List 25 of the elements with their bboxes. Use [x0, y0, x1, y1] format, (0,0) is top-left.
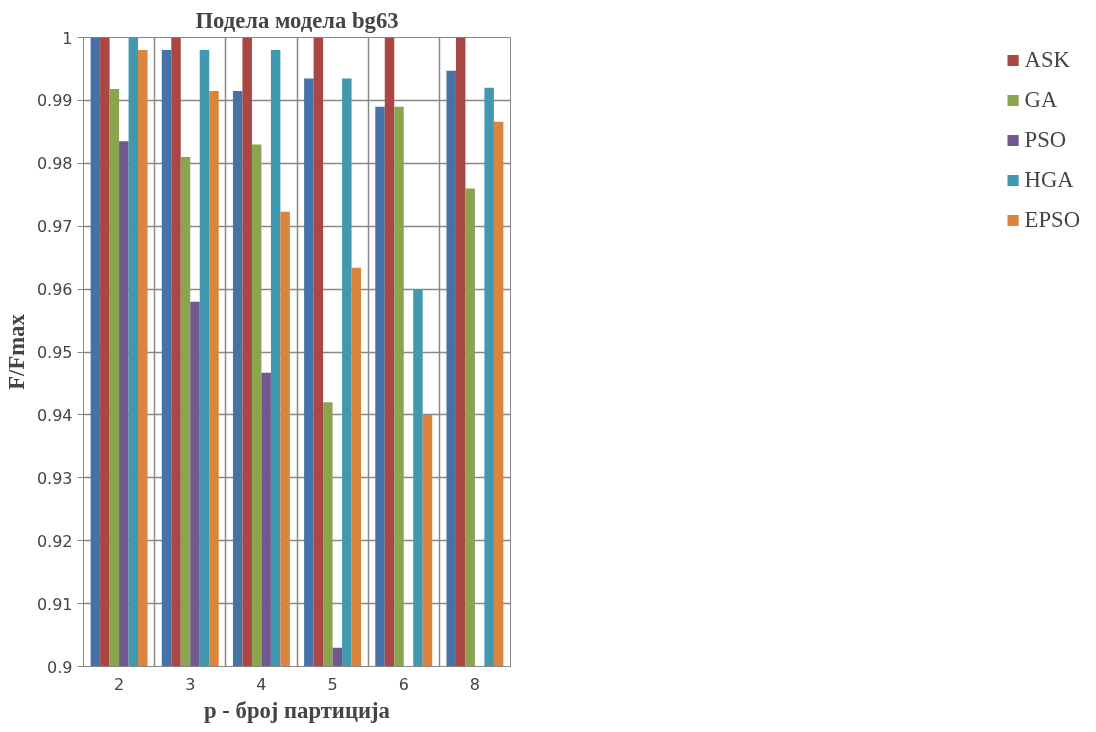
y-tick-label: 0.91	[36, 594, 73, 614]
legend-label: ASK	[1024, 47, 1070, 73]
x-tick-label: 4	[256, 674, 267, 694]
x-tick-label: 8	[469, 674, 481, 694]
y-tick-label: 0.92	[36, 531, 73, 551]
legend-label: HGA	[1024, 167, 1074, 193]
legend-label: EPSO	[1024, 207, 1080, 233]
x-tick-label: 2	[113, 674, 125, 694]
y-tick-label: 0.97	[36, 217, 73, 237]
y-tick-label: 0.93	[36, 468, 73, 488]
x-tick-label: 5	[327, 674, 338, 694]
legend-label: PSO	[1024, 127, 1067, 153]
chart-title: Подела модела bg63	[195, 7, 399, 33]
x-tick-label: 3	[185, 674, 196, 694]
y-axis-title: F/Fmax	[3, 313, 29, 390]
x-axis-title: p - број партиција	[204, 697, 390, 723]
y-tick-label: 0.9	[47, 657, 73, 677]
y-tick-label: 0.94	[36, 405, 73, 425]
y-tick-label: 1	[62, 28, 73, 48]
legend-label: GA	[1024, 87, 1058, 113]
y-tick-label: 0.99	[36, 91, 73, 111]
x-tick-label: 6	[398, 674, 409, 694]
y-tick-label: 0.98	[36, 154, 73, 174]
y-tick-label: 0.95	[36, 343, 73, 362]
y-tick-label: 0.96	[36, 280, 73, 300]
